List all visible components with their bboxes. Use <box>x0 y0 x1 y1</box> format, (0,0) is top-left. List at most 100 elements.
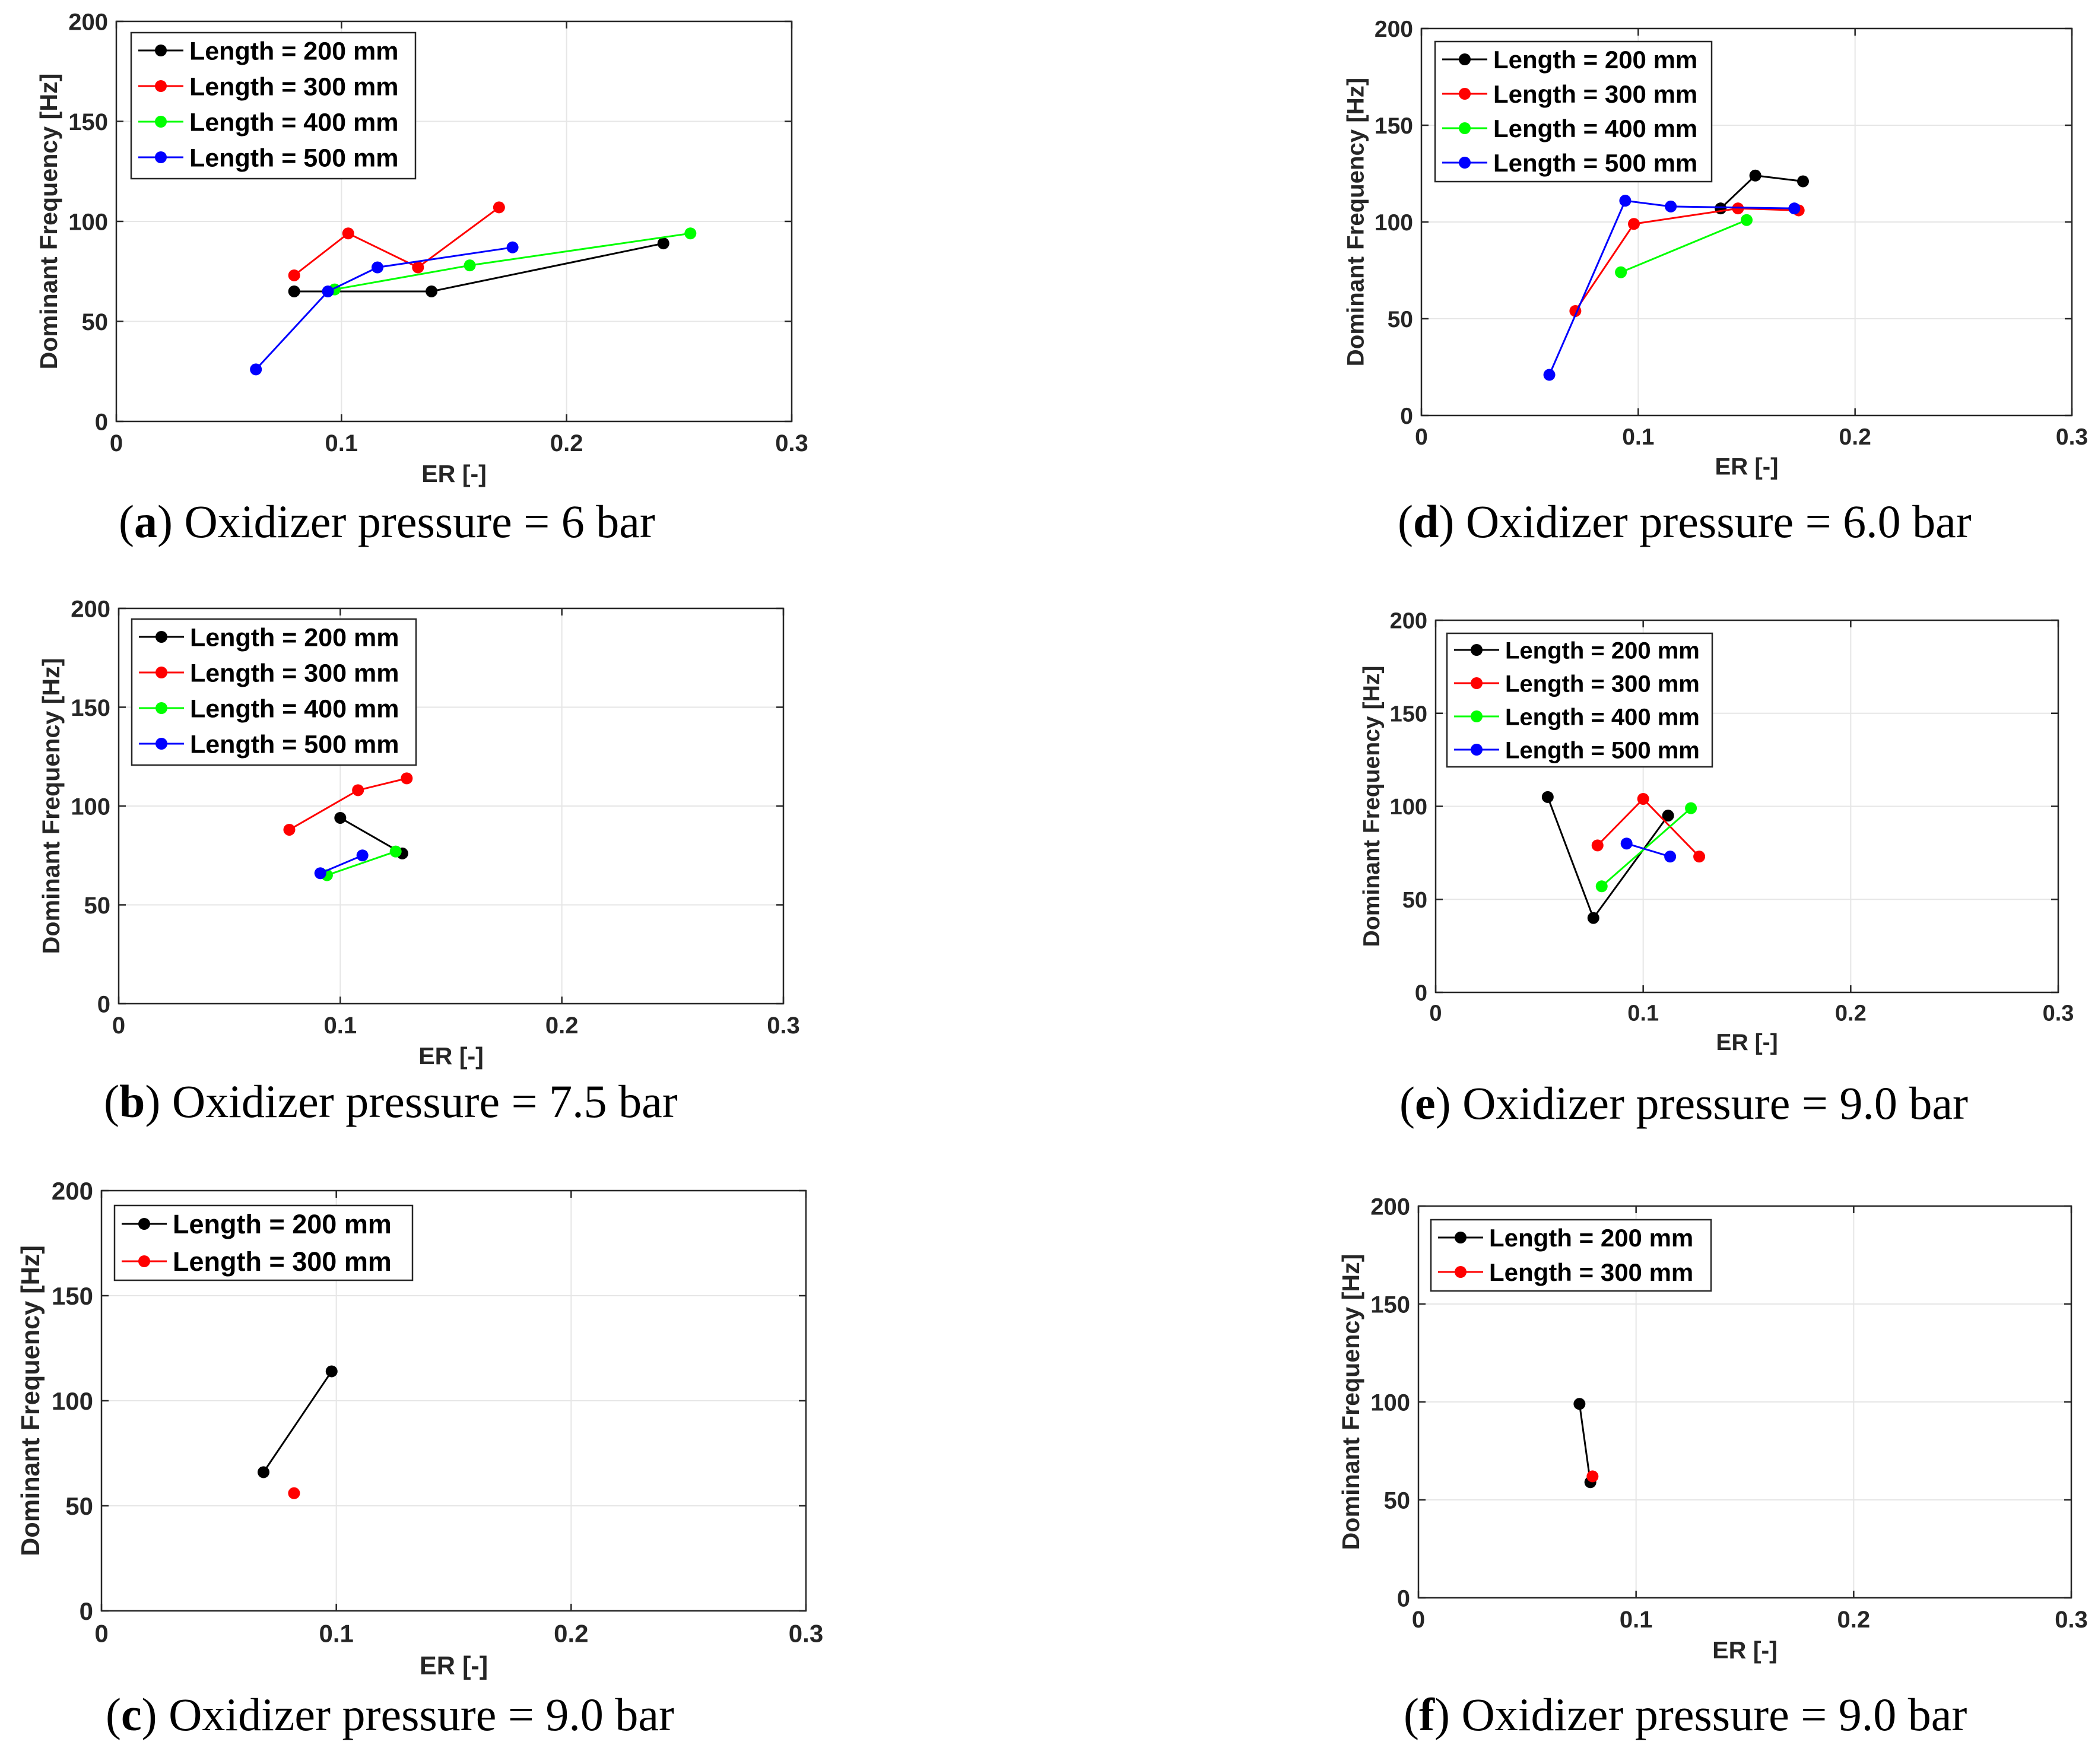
y-axis-label: Dominant Frequency [Hz] <box>1337 1254 1364 1550</box>
data-point <box>283 823 296 836</box>
x-tick-label: 0 <box>1415 424 1428 450</box>
data-point <box>1741 214 1753 226</box>
x-tick-label: 0.3 <box>775 430 808 456</box>
y-tick-label: 200 <box>71 596 110 622</box>
x-tick-label: 0.3 <box>2043 1001 2074 1026</box>
legend-marker <box>155 738 167 750</box>
data-point <box>1573 1398 1586 1410</box>
series-line <box>1548 199 1795 376</box>
caption-paren-close: ) <box>1439 496 1465 547</box>
caption-letter: a <box>134 496 157 547</box>
legend-label: Length = 300 mm <box>1489 1258 1693 1286</box>
legend-marker <box>155 151 167 163</box>
y-tick-label: 0 <box>95 409 108 435</box>
legend-marker <box>155 631 167 643</box>
y-tick-label: 100 <box>68 209 108 235</box>
series-4 <box>1620 837 1677 863</box>
series-4 <box>1543 195 1801 381</box>
data-point <box>1788 202 1801 215</box>
caption-text: Oxidizer pressure = 9.0 bar <box>1462 1077 1968 1129</box>
legend-marker <box>1471 744 1483 756</box>
data-point <box>506 241 519 253</box>
chart-b: 0 0.1 0.2 0.3 0 50 100 150 200 ER [-] Dominant Fre… <box>37 596 800 1127</box>
data-point <box>464 259 476 272</box>
legend-label: Length = 400 mm <box>1505 704 1700 730</box>
caption-paren-open: ( <box>104 1075 119 1127</box>
data-point <box>288 285 300 297</box>
data-point <box>314 867 326 880</box>
data-point <box>322 285 334 297</box>
data-point <box>1662 810 1674 822</box>
series-2 <box>1586 1470 1599 1483</box>
caption-paren-close: ) <box>1436 1077 1462 1129</box>
caption-text: Oxidizer pressure = 9.0 bar <box>169 1689 674 1740</box>
data-point <box>493 201 505 214</box>
data-point <box>1615 266 1627 278</box>
series-2 <box>283 772 413 836</box>
y-tick-label: 50 <box>84 893 111 919</box>
series-3 <box>328 227 697 296</box>
x-tick-label: 0.2 <box>1839 424 1871 450</box>
x-tick-label: 0.2 <box>554 1620 588 1648</box>
legend-label: Length = 300 mm <box>173 1246 392 1277</box>
chart-e: 0 0.1 0.2 0.3 0 50 100 150 200 ER [-] Dominant Fre… <box>1359 609 2074 1129</box>
y-tick-label: 0 <box>1397 1585 1410 1611</box>
data-point <box>250 363 262 376</box>
series-line <box>293 207 500 277</box>
legend-marker <box>1455 1266 1467 1278</box>
data-point <box>1586 1470 1599 1483</box>
x-tick-label: 0.2 <box>545 1013 579 1039</box>
data-point <box>1685 802 1697 814</box>
data-point <box>401 772 413 785</box>
y-axis-label: Dominant Frequency [Hz] <box>37 658 65 954</box>
series-4 <box>314 849 369 880</box>
series-line <box>262 1370 332 1473</box>
caption-text: Oxidizer pressure = 7.5 bar <box>172 1075 678 1127</box>
legend-label: Length = 300 mm <box>1493 80 1697 108</box>
legend-label: Length = 200 mm <box>1505 637 1700 664</box>
legend-marker <box>1459 53 1471 65</box>
y-tick-label: 50 <box>82 309 109 335</box>
caption: (d) Oxidizer pressure = 6.0 bar <box>1398 496 1972 547</box>
series-line <box>1626 842 1671 858</box>
caption-paren-open: ( <box>119 496 134 547</box>
y-tick-label: 50 <box>65 1492 93 1520</box>
data-point <box>288 269 300 281</box>
legend-marker <box>138 1218 150 1230</box>
x-axis-label: ER [-] <box>1715 453 1778 480</box>
y-axis-label: Dominant Frequency [Hz] <box>17 1245 45 1556</box>
x-tick-label: 0 <box>94 1620 108 1648</box>
caption-paren-close: ) <box>142 1689 169 1740</box>
legend-marker <box>155 116 167 128</box>
caption: (b) Oxidizer pressure = 7.5 bar <box>104 1075 678 1127</box>
caption-text: Oxidizer pressure = 9.0 bar <box>1461 1689 1967 1740</box>
caption: (a) Oxidizer pressure = 6 bar <box>119 496 655 547</box>
legend: Length = 200 mm Length = 300 mm Length = 4… <box>130 31 417 180</box>
x-tick-label: 0.2 <box>1837 1607 1871 1633</box>
legend-label: Length = 200 mm <box>190 623 399 652</box>
caption-letter: f <box>1419 1689 1435 1740</box>
legend-marker <box>1471 677 1483 689</box>
y-tick-label: 100 <box>1390 795 1427 820</box>
y-tick-label: 150 <box>71 695 110 721</box>
legend-label: Length = 500 mm <box>1493 149 1697 177</box>
caption-paren-close: ) <box>157 496 184 547</box>
series-line <box>326 851 396 876</box>
legend-label: Length = 200 mm <box>173 1209 392 1239</box>
legend-box <box>1430 1219 1712 1292</box>
legend-marker <box>155 667 167 678</box>
chart-d: 0 0.1 0.2 0.3 0 50 100 150 200 ER [-] Dominant Fre… <box>1342 17 2089 547</box>
series-line <box>255 246 513 370</box>
x-axis-label: ER [-] <box>1716 1030 1778 1055</box>
y-tick-label: 100 <box>71 794 110 820</box>
legend-label: Length = 200 mm <box>189 37 398 65</box>
caption-text: Oxidizer pressure = 6 bar <box>184 496 655 547</box>
caption-paren-open: ( <box>106 1689 121 1740</box>
data-point <box>356 849 369 862</box>
series-line <box>1575 207 1799 312</box>
y-tick-label: 150 <box>1390 702 1427 726</box>
x-axis-label: ER [-] <box>421 460 487 487</box>
series-2 <box>288 1487 300 1499</box>
y-tick-label: 200 <box>68 9 108 35</box>
legend: Length = 200 mm Length = 300 mm <box>1430 1219 1712 1292</box>
